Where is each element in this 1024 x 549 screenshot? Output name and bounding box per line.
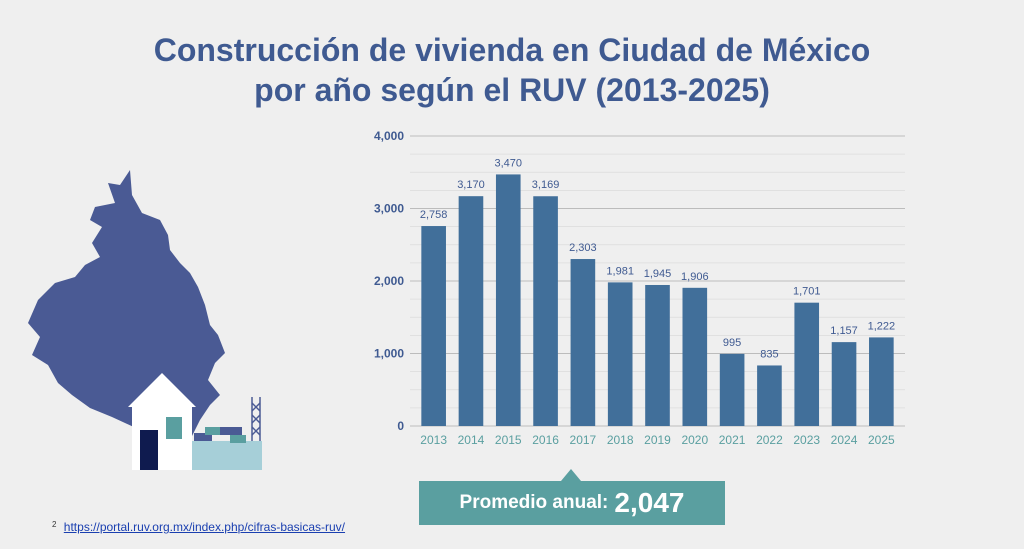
antenna-tower-icon: [251, 397, 261, 441]
x-tick-label: 2014: [458, 433, 485, 447]
bar: [719, 353, 745, 426]
x-tick-label: 2015: [495, 433, 522, 447]
average-label: Promedio anual:: [459, 492, 609, 513]
y-axis: 0 1,000 2,000 3,000 4,000: [374, 129, 404, 433]
bar-value-label: 3,470: [495, 157, 523, 169]
x-tick-label: 2019: [644, 433, 671, 447]
bar: [645, 284, 670, 426]
small-building-base: [192, 441, 262, 470]
bar: [607, 282, 633, 426]
chart-bars: [421, 174, 894, 426]
bar-chart: 0 1,000 2,000 3,000 4,000 2,758 3,170 3,470 3,1…: [374, 129, 905, 447]
bar-value-label: 1,701: [793, 286, 821, 298]
bar: [570, 259, 596, 426]
x-tick-label: 2025: [868, 433, 895, 447]
bar: [794, 302, 820, 426]
bar: [682, 287, 708, 426]
average-value: 2,047: [614, 487, 685, 518]
x-tick-label: 2022: [756, 433, 783, 447]
bar: [831, 342, 857, 426]
x-tick-label: 2013: [420, 433, 447, 447]
title-line-1: Construcción de vivienda en Ciudad de Mé…: [153, 32, 871, 68]
cdmx-map-shape: [28, 170, 225, 440]
bar-value-label: 3,169: [532, 179, 560, 191]
bar: [421, 226, 446, 426]
x-tick-label: 2023: [793, 433, 820, 447]
x-tick-label: 2021: [719, 433, 746, 447]
y-tick-label: 2,000: [374, 274, 404, 288]
bar-value-label: 1,157: [830, 325, 858, 337]
cdmx-map-illustration: [28, 170, 262, 470]
house-door: [140, 430, 158, 470]
x-tick-label: 2017: [570, 433, 597, 447]
bar: [533, 196, 558, 426]
average-callout: Promedio anual: 2,047: [419, 469, 725, 525]
y-tick-label: 4,000: [374, 129, 404, 143]
bar-value-label: 1,981: [606, 265, 634, 277]
bar-value-label: 1,906: [681, 271, 709, 283]
bar: [869, 337, 894, 426]
bar-value-label: 3,170: [457, 179, 485, 191]
bar: [495, 174, 521, 426]
title-line-2: por año según el RUV (2013-2025): [254, 72, 770, 108]
bar-value-label: 1,945: [644, 268, 672, 280]
bar-value-label: 2,758: [420, 209, 448, 221]
page-title: Construcción de vivienda en Ciudad de Mé…: [0, 30, 1024, 110]
x-tick-label: 2020: [681, 433, 708, 447]
y-tick-label: 0: [397, 419, 404, 433]
bar-value-label: 995: [723, 337, 741, 349]
bar-value-label: 1,222: [868, 320, 896, 332]
footnote: 2 https://portal.ruv.org.mx/index.php/ci…: [52, 520, 345, 534]
bar: [458, 196, 484, 426]
x-tick-label: 2018: [607, 433, 634, 447]
x-axis: 2013 2014 2015 2016 2017 2018 2019 2020 2021 2022…: [420, 433, 895, 447]
bar: [757, 365, 782, 426]
bar-value-label: 835: [760, 348, 778, 360]
y-tick-label: 1,000: [374, 347, 404, 361]
source-link[interactable]: https://portal.ruv.org.mx/index.php/cifr…: [63, 520, 346, 534]
chart-value-labels: 2,758 3,170 3,470 3,169 2,303 1,981 1,945 1,906…: [420, 157, 895, 360]
y-tick-label: 3,000: [374, 202, 404, 216]
building-block-3: [220, 427, 242, 435]
bar-value-label: 2,303: [569, 242, 597, 254]
building-block-1: [194, 433, 212, 441]
x-tick-label: 2024: [831, 433, 858, 447]
building-block-2: [205, 427, 221, 435]
building-block-4: [230, 435, 246, 443]
footnote-marker: 2: [52, 520, 57, 529]
house-window: [166, 417, 182, 439]
x-tick-label: 2016: [532, 433, 559, 447]
house-roof: [128, 373, 196, 407]
